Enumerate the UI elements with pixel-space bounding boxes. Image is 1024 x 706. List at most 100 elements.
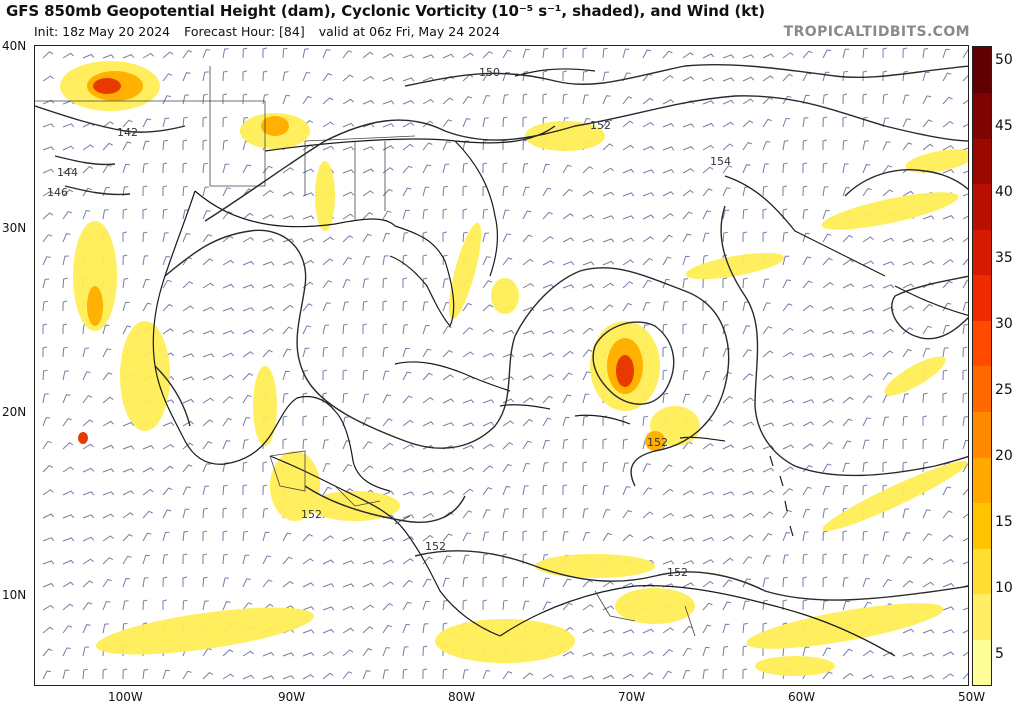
wind-barb: [102, 491, 115, 496]
wind-barb: [702, 442, 714, 450]
wind-barb: [762, 398, 775, 404]
wind-barb: [442, 119, 453, 128]
wind-barb: [742, 468, 755, 473]
wind-barb: [582, 47, 588, 59]
wind-barb: [682, 490, 695, 496]
wind-barb: [702, 277, 708, 289]
wind-barb: [742, 208, 748, 220]
wind-barb: [582, 94, 589, 105]
wind-barb: [642, 302, 651, 312]
wind-barb: [942, 324, 950, 335]
wind-barb: [842, 330, 855, 335]
wind-barb: [222, 352, 235, 358]
wind-barb: [442, 208, 448, 220]
wind-barb: [922, 282, 934, 289]
wind-barb: [162, 73, 173, 82]
wind-barb: [262, 327, 274, 335]
wind-barb: [522, 418, 533, 427]
colorbar-segment: [973, 639, 991, 685]
wind-barb: [162, 669, 170, 680]
wind-barb: [802, 209, 809, 220]
wind-barb: [602, 532, 612, 542]
wind-barb: [822, 647, 832, 657]
wind-barb: [362, 233, 372, 243]
lon-label-50w: 50W: [958, 690, 986, 704]
wind-barb: [342, 257, 353, 266]
wind-barb: [742, 556, 753, 565]
wind-barb: [542, 260, 555, 266]
wind-barb: [882, 438, 888, 450]
wind-barb: [462, 96, 473, 105]
wind-barb: [382, 346, 389, 358]
wind-barb: [662, 212, 674, 220]
wind-barb: [922, 415, 928, 426]
political-borders: [35, 66, 696, 637]
wind-barb: [902, 94, 910, 105]
wind-barb: [662, 234, 673, 243]
wind-barb: [322, 324, 330, 335]
wind-barb: [962, 74, 968, 82]
wind-barb: [482, 576, 488, 588]
wind-barb: [402, 143, 414, 151]
wind-barb: [722, 491, 735, 496]
wind-barb: [222, 48, 229, 59]
wind-barb: [562, 350, 574, 358]
wind-barb: [902, 305, 914, 312]
wind-barb: [122, 163, 130, 174]
wind-barb: [522, 306, 535, 312]
wind-barb: [402, 54, 415, 59]
wind-barb: [202, 353, 215, 358]
wind-barb: [222, 417, 232, 427]
wind-barb: [942, 651, 955, 657]
wind-barb: [702, 580, 714, 588]
wind-barb: [422, 645, 428, 657]
wind-barb: [102, 372, 113, 381]
wind-barb: [502, 599, 508, 611]
colorbar-tick-label: 40: [995, 184, 1013, 200]
wind-barb: [522, 375, 535, 381]
wind-barb: [482, 443, 494, 450]
wind-barb: [682, 255, 690, 266]
wind-barb: [902, 142, 913, 151]
wind-barb: [762, 278, 770, 289]
wind-barb: [662, 560, 675, 565]
wind-barb: [402, 77, 415, 82]
wind-barb: [262, 70, 268, 82]
colorbar-tick-label: 45: [995, 118, 1013, 134]
wind-barb: [722, 324, 729, 335]
wind-barb: [882, 93, 888, 105]
wind-barb: [222, 484, 228, 496]
wind-barb: [702, 370, 710, 381]
wind-barb: [602, 282, 614, 289]
wind-barb: [662, 50, 673, 59]
wind-barb: [522, 93, 528, 105]
wind-barb: [302, 369, 309, 381]
wind-barb: [822, 485, 830, 496]
wind-barb: [82, 601, 93, 611]
wind-barb: [42, 146, 55, 151]
wind-barb: [122, 445, 135, 450]
wind-barb: [442, 577, 450, 588]
wind-barb: [542, 352, 555, 358]
wind-barb: [802, 185, 808, 197]
wind-barb: [122, 555, 132, 565]
wind-barb: [942, 392, 948, 403]
wind-barb: [62, 233, 71, 243]
wind-barb: [162, 303, 173, 312]
wind-barb: [422, 468, 435, 473]
wind-barb: [262, 579, 273, 588]
wind-barb: [282, 532, 292, 542]
wind-barb: [882, 372, 893, 381]
wind-barb: [842, 48, 850, 59]
wind-barb: [402, 491, 415, 496]
wind-barb: [622, 582, 635, 588]
wind-barb: [582, 166, 594, 174]
wind-barb: [162, 421, 175, 427]
wind-barb: [682, 582, 695, 588]
wind-barb: [902, 438, 908, 450]
wind-barb: [62, 669, 70, 680]
wind-barb: [322, 583, 335, 588]
wind-barb: [602, 304, 614, 312]
wind-barb: [822, 463, 832, 473]
wind-barb: [262, 214, 275, 220]
